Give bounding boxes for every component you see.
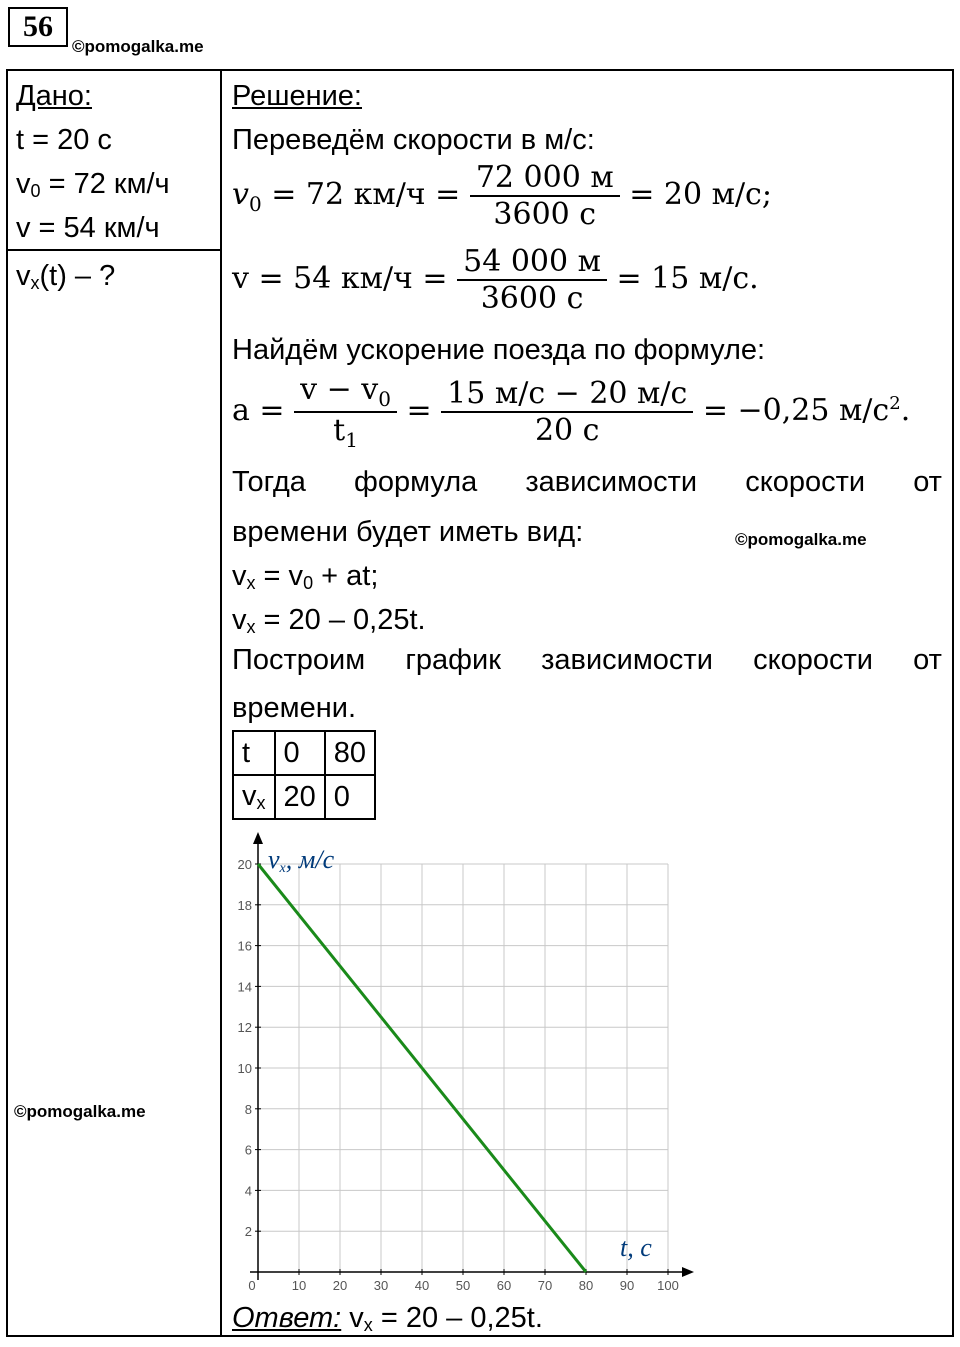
given-title: Дано: [16, 80, 92, 112]
equation-v: v = 54 км/ч = 54 000 м 3600 с = 15 м/с. [232, 244, 759, 316]
x-tick-label: 80 [579, 1278, 593, 1293]
y-tick-label: 16 [238, 939, 252, 954]
table-cell: 80 [323, 730, 377, 776]
formula-specific: vx = 20 – 0,25t. [232, 604, 426, 637]
x-tick-label: 20 [333, 1278, 347, 1293]
watermark-top: ©pomogalka.me [72, 37, 204, 56]
table-row: vx 20 0 [232, 774, 377, 820]
frame-left [6, 69, 8, 1337]
y-tick-label: 18 [238, 898, 252, 913]
frame-top [6, 69, 954, 71]
y-tick-label: 14 [238, 979, 252, 994]
values-table: t 0 80 vx 20 0 [232, 730, 377, 820]
solution-line6: времени. [232, 692, 357, 724]
x-tick-label: 90 [620, 1278, 634, 1293]
x-tick-label: 10 [292, 1278, 306, 1293]
solution-title: Решение: [232, 80, 362, 112]
equation-acceleration: a = v − v0 t1 = 15 м/с − 20 м/с 20 с = −0,… [232, 372, 911, 452]
x-axis-arrow [682, 1267, 694, 1277]
table-cell: 20 [273, 774, 326, 820]
x-tick-label: 60 [497, 1278, 511, 1293]
y-tick-label: 4 [245, 1183, 252, 1198]
x-axis-label: t, с [620, 1233, 652, 1262]
y-axis-label: vx, м/с [268, 845, 335, 876]
table-cell: t [232, 730, 276, 776]
frame-bottom [6, 1335, 954, 1337]
table-cell: 0 [323, 774, 377, 820]
watermark-left: ©pomogalka.me [14, 1102, 146, 1121]
table-cell: vx [232, 774, 276, 820]
solution-line1: Переведём скорости в м/с: [232, 124, 595, 156]
formula-general: vx = v0 + at; [232, 560, 379, 593]
answer: Ответ: vx = 20 – 0,25t. [232, 1302, 543, 1335]
given-v0: v0 = 72 км/ч [16, 168, 170, 201]
watermark-mid: ©pomogalka.me [735, 530, 867, 549]
y-tick-label: 2 [245, 1224, 252, 1239]
velocity-chart: 0 10 20 30 40 50 60 70 80 90 100 2 4 6 8 10 12 14 16 18 20 vx… [238, 832, 694, 1293]
x-tick-label: 70 [538, 1278, 552, 1293]
solution-line3: Тогда формула зависимости скорости от [232, 466, 942, 498]
y-tick-label: 6 [245, 1143, 252, 1158]
solution-line2: Найдём ускорение поезда по формуле: [232, 334, 766, 366]
problem-number: 56 [8, 7, 68, 47]
column-divider [220, 69, 222, 1337]
equation-v0: v0 = 72 км/ч = 72 000 м 3600 с = 20 м/с; [232, 160, 772, 232]
y-tick-label: 10 [238, 1061, 252, 1076]
velocity-line [256, 863, 588, 1273]
x-tick-label: 30 [374, 1278, 388, 1293]
y-tick-label: 8 [245, 1102, 252, 1117]
given-t: t = 20 с [16, 124, 112, 156]
table-row: t 0 80 [232, 730, 377, 776]
y-axis-arrow [253, 832, 263, 844]
solution-line5: Построим график зависимости скорости от [232, 644, 942, 676]
given-divider [6, 249, 222, 251]
given-v: v = 54 км/ч [16, 212, 160, 244]
x-tick-label: 0 [248, 1278, 255, 1293]
y-tick-label: 20 [238, 857, 252, 872]
x-tick-label: 100 [657, 1278, 679, 1293]
x-tick-label: 40 [415, 1278, 429, 1293]
frame-right [952, 69, 954, 1337]
y-tick-label: 12 [238, 1020, 252, 1035]
table-cell: 0 [273, 730, 326, 776]
x-tick-label: 50 [456, 1278, 470, 1293]
find-item: vx(t) – ? [16, 260, 116, 293]
solution-line4: времени будет иметь вид: [232, 516, 584, 548]
